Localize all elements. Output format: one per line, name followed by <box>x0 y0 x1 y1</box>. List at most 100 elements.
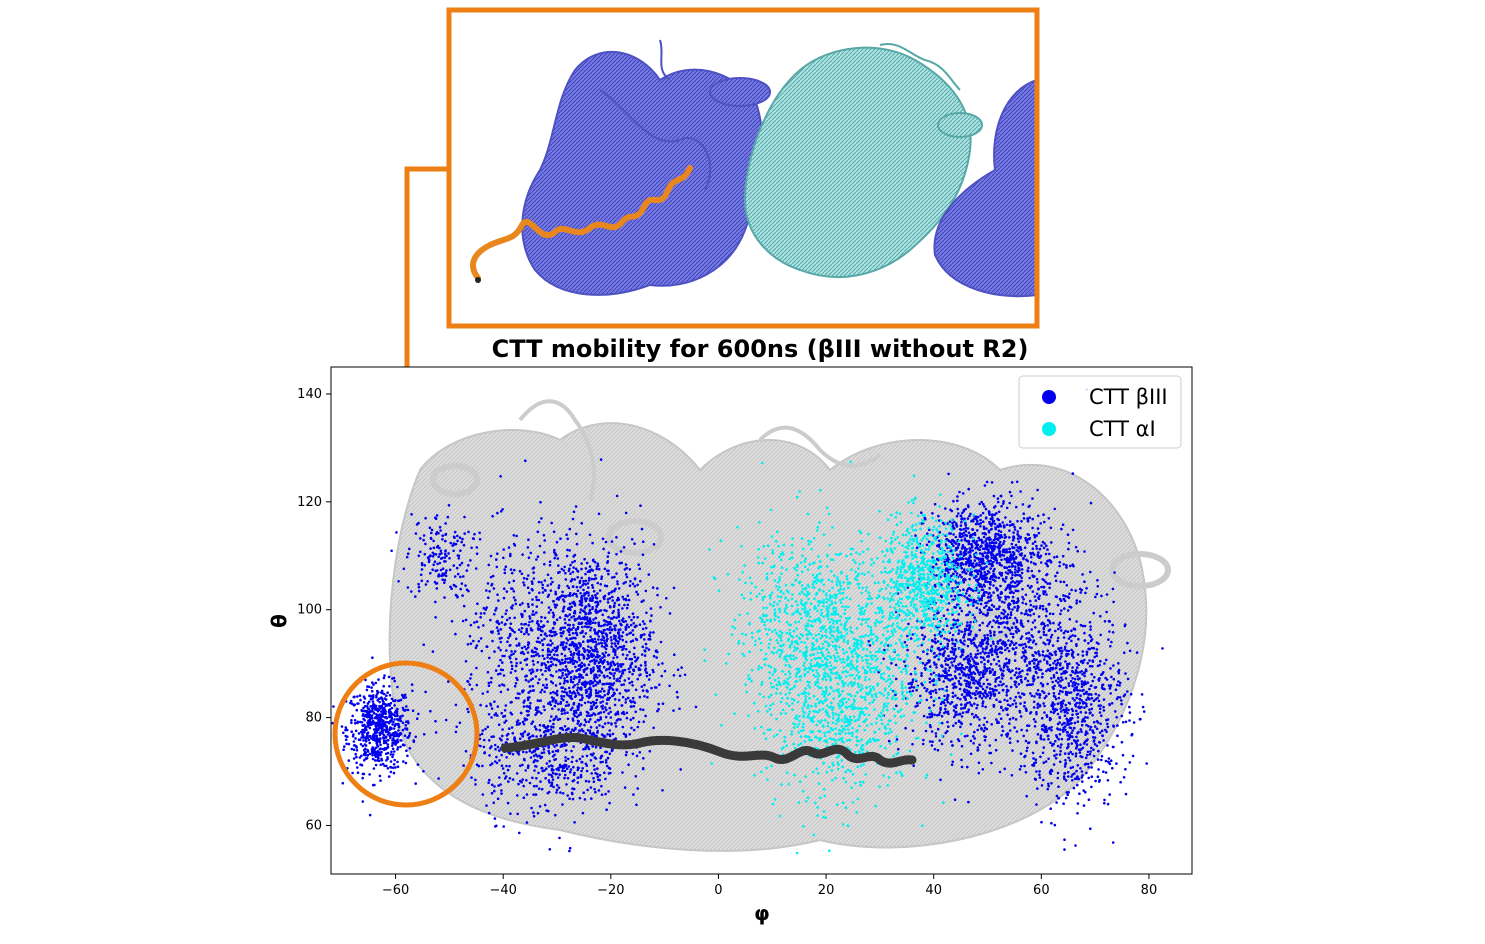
scatter-point <box>930 713 934 717</box>
scatter-point <box>625 716 629 720</box>
scatter-point <box>620 712 624 715</box>
scatter-point <box>496 714 499 717</box>
scatter-point <box>569 696 573 700</box>
scatter-point <box>587 645 590 648</box>
scatter-point <box>363 704 367 708</box>
scatter-point <box>540 712 543 715</box>
scatter-point <box>443 578 447 582</box>
scatter-point <box>581 755 584 758</box>
scatter-point <box>981 621 984 625</box>
scatter-point <box>604 761 608 764</box>
scatter-point <box>535 595 538 599</box>
scatter-point <box>417 585 421 589</box>
scatter-point <box>367 720 370 723</box>
scatter-point <box>1021 503 1025 506</box>
scatter-point <box>547 745 550 748</box>
scatter-point <box>937 713 941 716</box>
scatter-point <box>495 606 498 610</box>
scatter-point <box>408 747 412 750</box>
scatter-point <box>568 797 571 800</box>
scatter-point <box>522 796 526 799</box>
scatter-point <box>631 612 635 615</box>
scatter-point <box>924 663 927 667</box>
scatter-point <box>490 762 494 765</box>
scatter-point <box>964 529 968 533</box>
scatter-point <box>475 763 479 766</box>
scatter-point <box>1011 580 1015 583</box>
scatter-point <box>953 520 956 524</box>
scatter-point <box>994 541 998 544</box>
scatter-point <box>401 743 405 746</box>
scatter-point <box>391 755 394 759</box>
scatter-point <box>1019 715 1023 718</box>
scatter-point <box>621 771 624 774</box>
scatter-point <box>1000 504 1003 508</box>
scatter-point <box>940 742 944 746</box>
scatter-point <box>552 718 555 722</box>
scatter-point <box>981 520 985 523</box>
scatter-point <box>655 686 658 689</box>
scatter-point <box>625 575 629 579</box>
scatter-point <box>597 642 601 645</box>
scatter-point <box>368 773 371 776</box>
scatter-point <box>538 805 542 808</box>
scatter-point <box>574 567 578 571</box>
scatter-point <box>362 701 366 704</box>
scatter-point <box>553 556 556 560</box>
scatter-point <box>563 776 566 780</box>
scatter-point <box>966 701 969 705</box>
scatter-point <box>497 784 500 787</box>
scatter-point <box>1114 710 1117 713</box>
scatter-point <box>616 710 620 714</box>
scatter-point <box>985 667 989 670</box>
scatter-point <box>393 758 397 762</box>
scatter-point <box>561 590 564 594</box>
scatter-point <box>391 739 394 742</box>
scatter-point <box>374 752 377 756</box>
scatter-point <box>577 680 581 684</box>
scatter-point <box>954 647 957 651</box>
scatter-point <box>953 594 957 598</box>
scatter-point <box>990 562 993 565</box>
scatter-point <box>911 689 915 693</box>
scatter-point <box>996 517 999 521</box>
scatter-point <box>527 691 530 694</box>
scatter-point <box>933 655 936 659</box>
scatter-point <box>614 653 617 657</box>
scatter-point <box>566 693 569 697</box>
scatter-point <box>615 552 618 556</box>
scatter-point <box>935 666 938 669</box>
scatter-point <box>515 772 519 775</box>
scatter-point <box>978 628 981 632</box>
scatter-point <box>513 738 516 741</box>
scatter-point <box>541 673 544 676</box>
scatter-point <box>581 767 584 770</box>
scatter-point <box>987 655 990 658</box>
scatter-point <box>569 650 572 654</box>
scatter-point <box>1122 776 1126 779</box>
scatter-point <box>956 625 959 629</box>
scatter-point <box>378 731 382 735</box>
scatter-point <box>981 647 985 650</box>
scatter-point <box>1016 532 1019 536</box>
scatter-point <box>516 719 520 722</box>
scatter-point <box>362 706 365 710</box>
scatter-point <box>612 682 616 685</box>
scatter-point <box>349 699 353 703</box>
scatter-point <box>646 696 649 699</box>
scatter-point <box>512 590 516 593</box>
scatter-point <box>997 659 1001 663</box>
scatter-point <box>593 629 596 632</box>
scatter-point <box>636 616 639 619</box>
scatter-point <box>640 600 643 603</box>
scatter-point <box>608 752 612 755</box>
scatter-point <box>584 762 588 766</box>
scatter-point <box>1039 522 1042 525</box>
scatter-point <box>444 574 448 578</box>
scatter-point <box>606 756 610 760</box>
scatter-point <box>546 791 550 795</box>
scatter-point <box>564 665 568 668</box>
scatter-point <box>573 602 577 605</box>
scatter-point <box>607 690 610 694</box>
scatter-point <box>376 749 380 753</box>
